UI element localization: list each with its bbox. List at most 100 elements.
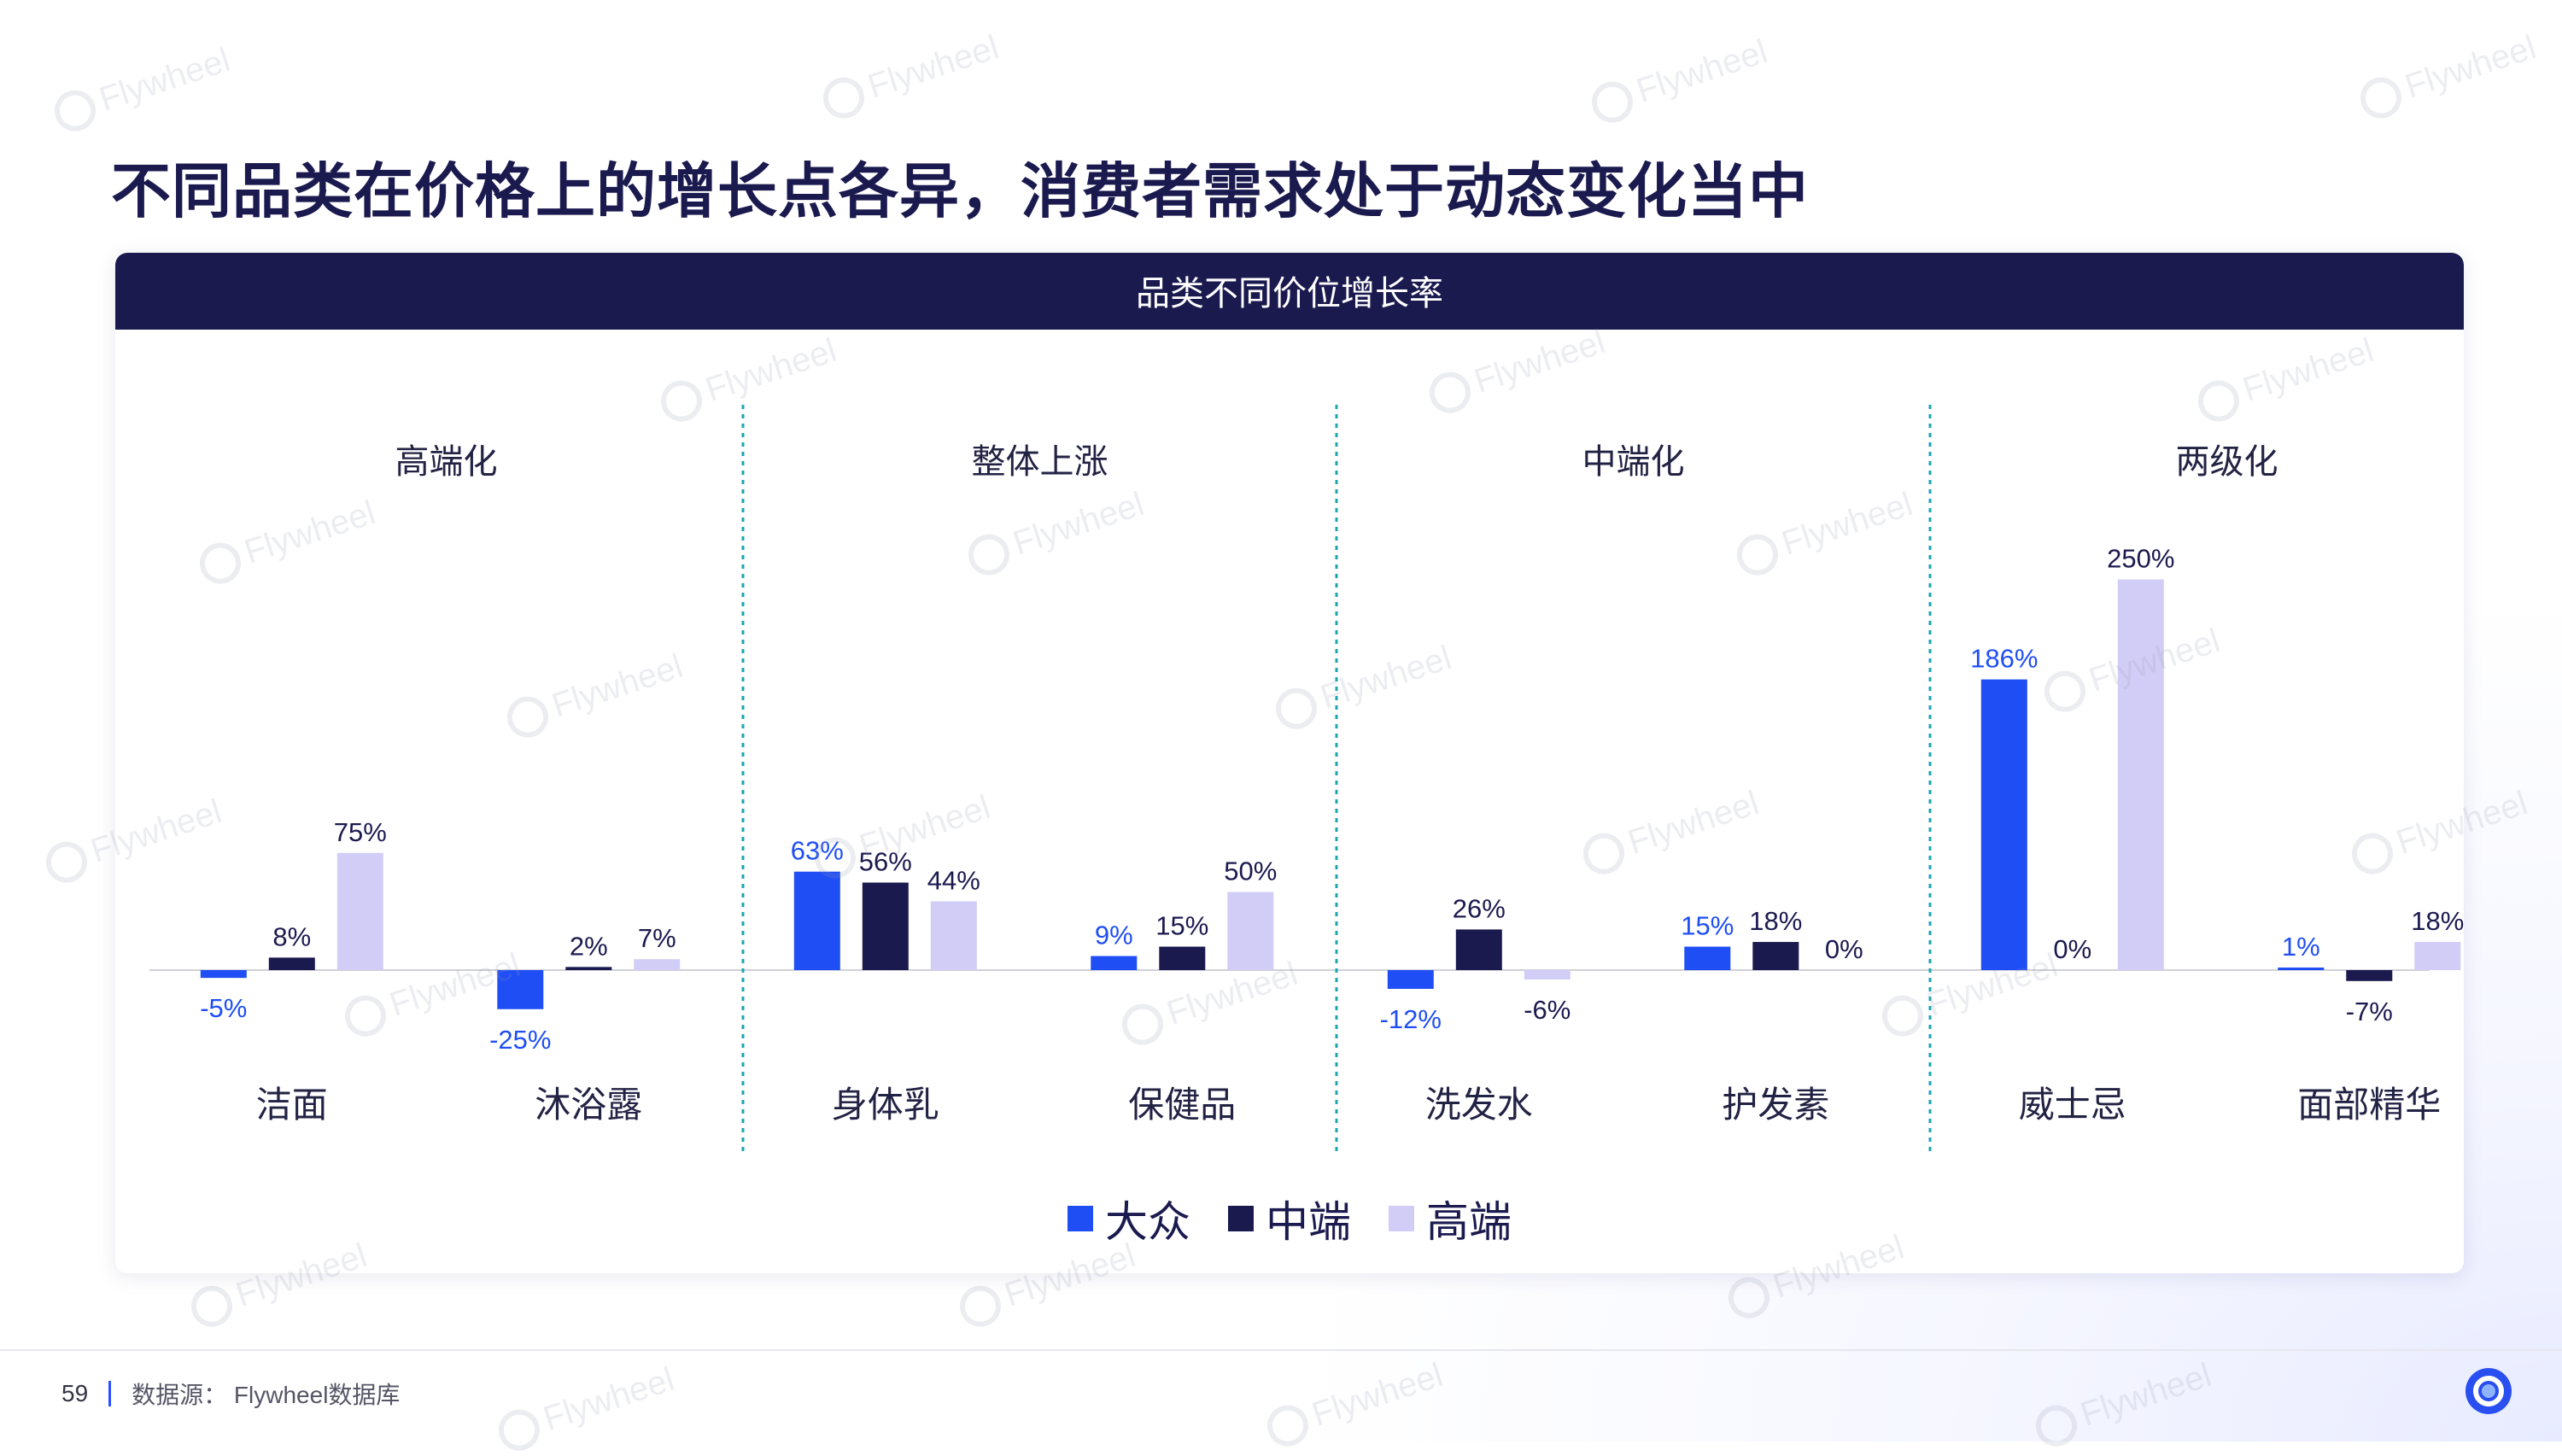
bar-mid [1159, 946, 1206, 970]
watermark-logo-icon [1586, 76, 1639, 129]
data-label: -25% [489, 1025, 551, 1055]
footer-separator [108, 1381, 112, 1406]
bar-mass [200, 970, 247, 979]
bar-high [2117, 579, 2164, 970]
watermark: Flywheel [493, 1360, 680, 1456]
bar-mass [1684, 946, 1731, 970]
data-label: 1% [2282, 932, 2320, 962]
bar-mid [1752, 942, 1799, 970]
data-label: -5% [200, 993, 247, 1023]
data-label: 15% [1155, 911, 1208, 941]
category-label: 保健品 [1128, 1085, 1236, 1125]
footer-divider [0, 1349, 2562, 1351]
watermark-text: Flywheel [95, 41, 235, 119]
legend-item-high: 高端 [1389, 1188, 1512, 1249]
bar-chart: 高端化 -5% 8% 75% 洁面 -25% 2% 7% 沐浴露 整体上涨 63% 56% 44% 身体乳… [149, 405, 2464, 1156]
group-label: 两级化 [2176, 443, 2278, 481]
watermark-text: Flywheel [2401, 28, 2541, 106]
group-label: 整体上涨 [972, 443, 1108, 481]
legend-label-mid: 中端 [1266, 1198, 1351, 1246]
data-label: 26% [1453, 893, 1506, 923]
data-label: -12% [1380, 1004, 1442, 1034]
chart-legend: 大众 中端 高端 [115, 1188, 2464, 1249]
bar-high [336, 852, 383, 970]
legend-swatch-mid [1228, 1206, 1254, 1231]
data-label: -6% [1524, 995, 1571, 1025]
category-label: 身体乳 [832, 1085, 939, 1125]
watermark: Flywheel [49, 41, 236, 137]
bar-mid [565, 967, 612, 970]
watermark-logo-icon [493, 1404, 546, 1456]
bar-high [2414, 942, 2461, 970]
bar-mass [1980, 679, 2027, 970]
watermark-text: Flywheel [1307, 1356, 1448, 1434]
watermark: Flywheel [2354, 28, 2542, 125]
data-label: 186% [1970, 644, 2038, 674]
legend-label-mass: 大众 [1105, 1198, 1190, 1246]
watermark-logo-icon [49, 85, 102, 137]
group-label: 高端化 [395, 443, 498, 481]
bar-mass [1091, 956, 1138, 970]
data-label: 56% [859, 847, 912, 877]
category-label: 沐浴露 [535, 1085, 642, 1125]
flywheel-logo-icon [2465, 1368, 2512, 1414]
bar-high [1524, 970, 1571, 979]
data-label: 9% [1095, 921, 1133, 950]
page-number: 59 [61, 1380, 89, 1406]
data-label: 250% [2107, 544, 2174, 574]
data-source: 数据源： Flywheel数据库 [132, 1382, 401, 1408]
watermark: Flywheel [1586, 32, 1773, 129]
data-label: 18% [2411, 906, 2464, 936]
watermark: Flywheel [2030, 1356, 2217, 1453]
bar-mid [1455, 929, 1502, 970]
bar-mid [862, 882, 909, 970]
data-label: 8% [272, 921, 311, 951]
data-label: 2% [570, 931, 608, 961]
page-title: 不同品类在价格上的增长点各异，消费者需求处于动态变化当中 [111, 158, 1809, 225]
legend-label-high: 高端 [1426, 1198, 1512, 1246]
data-label: 18% [1749, 906, 1802, 936]
category-label: 护发素 [1722, 1085, 1829, 1125]
category-label: 威士忌 [2019, 1085, 2126, 1125]
watermark-text: Flywheel [863, 28, 1003, 106]
data-label: 63% [791, 836, 844, 866]
watermark-logo-icon [817, 72, 870, 125]
watermark-logo-icon [2354, 72, 2407, 125]
watermark: Flywheel [817, 28, 1004, 125]
bar-mid [268, 957, 315, 970]
legend-swatch-mass [1068, 1206, 1093, 1231]
bar-high [1227, 892, 1274, 970]
legend-swatch-high [1389, 1206, 1414, 1231]
watermark: Flywheel [1261, 1356, 1448, 1453]
category-label: 面部精华 [2297, 1085, 2441, 1125]
card-header: 品类不同价位增长率 [115, 253, 2464, 330]
watermark-text: Flywheel [2076, 1356, 2216, 1434]
watermark-logo-icon [40, 836, 93, 889]
bar-mid [2346, 970, 2393, 981]
group-label: 中端化 [1582, 443, 1685, 481]
watermark-logo-icon [1723, 1272, 1775, 1324]
data-label: 0% [2053, 934, 2091, 964]
bar-mass [793, 871, 840, 970]
watermark-logo-icon [954, 1280, 1007, 1333]
bar-mass [497, 970, 544, 1009]
category-label: 洁面 [256, 1085, 328, 1125]
legend-item-mid: 中端 [1228, 1188, 1351, 1249]
bar-high [930, 901, 977, 970]
data-label: 50% [1224, 857, 1277, 886]
watermark-text: Flywheel [539, 1360, 679, 1438]
category-label: 洗发水 [1425, 1085, 1533, 1125]
watermark-text: Flywheel [1632, 32, 1772, 110]
chart-card: 品类不同价位增长率 高端化 -5% 8% 75% 洁面 -25% 2% 7% 沐浴露 整体上涨 63… [115, 253, 2464, 1273]
watermark-logo-icon [2030, 1400, 2083, 1453]
watermark-logo-icon [1261, 1400, 1314, 1453]
bar-mass [2278, 968, 2325, 970]
watermark-logo-icon [185, 1280, 238, 1333]
legend-item-mass: 大众 [1068, 1188, 1190, 1249]
data-label: 0% [1825, 934, 1863, 964]
data-label: 44% [927, 865, 980, 895]
data-label: 75% [334, 817, 387, 847]
footer: 59 数据源： Flywheel数据库 [61, 1377, 400, 1411]
data-label: -7% [2346, 997, 2393, 1026]
bar-high [634, 959, 681, 970]
